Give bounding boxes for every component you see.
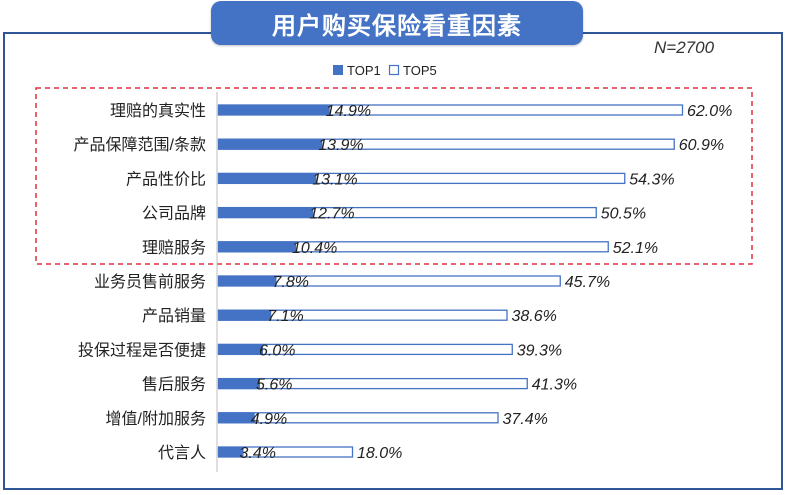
category-label: 增值/附加服务 [106, 410, 206, 428]
chart-title: 用户购买保险看重因素 [211, 1, 583, 45]
value-label-top1: 4.9% [251, 411, 287, 428]
category-label: 产品保障范围/条款 [74, 136, 206, 154]
value-label-top5: 18.0% [357, 445, 402, 462]
category-label: 公司品牌 [142, 205, 206, 223]
value-label-top1: 13.9% [318, 137, 363, 154]
legend: TOP1 TOP5 [333, 63, 437, 78]
category-label: 理赔的真实性 [110, 102, 206, 120]
value-label-top5: 45.7% [565, 274, 610, 291]
value-label-top1: 10.4% [292, 240, 337, 257]
value-label-top5: 50.5% [601, 206, 646, 223]
value-label-top5: 41.3% [532, 377, 577, 394]
value-label-top1: 6.0% [259, 342, 295, 359]
highlight-box [35, 87, 753, 265]
bar-top1 [218, 172, 317, 184]
value-label-top1: 12.7% [309, 206, 354, 223]
legend-label-top1: TOP1 [347, 63, 381, 78]
bar-top1 [218, 207, 314, 219]
value-label-top5: 60.9% [679, 137, 724, 154]
legend-swatch-top1 [333, 65, 343, 75]
bar-top1 [218, 378, 260, 390]
value-label-top1: 13.1% [312, 171, 357, 188]
bar-top1 [218, 275, 277, 287]
legend-swatch-top5 [388, 64, 400, 76]
value-label-top5: 38.6% [512, 308, 557, 325]
value-label-top5: 54.3% [629, 171, 674, 188]
bar-top1 [218, 309, 272, 321]
category-label: 售后服务 [142, 376, 206, 394]
value-label-top5: 62.0% [687, 103, 732, 120]
sample-size-note: N=2700 [654, 38, 715, 57]
legend-label-top5: TOP5 [403, 63, 437, 78]
value-label-top5: 37.4% [503, 411, 548, 428]
bar-top1 [218, 104, 330, 116]
category-label: 投保过程是否便捷 [78, 341, 206, 359]
category-label: 代言人 [158, 444, 206, 462]
value-label-top5: 52.1% [613, 240, 658, 257]
bar-top1 [218, 138, 323, 150]
category-label: 产品销量 [142, 307, 206, 325]
value-label-top1: 3.4% [240, 445, 276, 462]
category-label: 理赔服务 [142, 239, 206, 257]
category-label: 业务员售前服务 [94, 273, 206, 291]
category-label: 产品性价比 [126, 170, 206, 188]
bar-top1 [218, 343, 263, 355]
value-label-top5: 39.3% [517, 342, 562, 359]
value-label-top1: 5.6% [256, 377, 292, 394]
bar-top1 [218, 241, 296, 253]
value-label-top1: 14.9% [326, 103, 371, 120]
bar-top1 [218, 446, 244, 458]
bar-top1 [218, 412, 255, 424]
bars-group: 理赔的真实性 14.9% 62.0% 产品保障范围/条款 13.9% 60.9% 产品性价比… [74, 102, 733, 462]
value-label-top1: 7.8% [273, 274, 309, 291]
value-label-top1: 7.1% [267, 308, 303, 325]
